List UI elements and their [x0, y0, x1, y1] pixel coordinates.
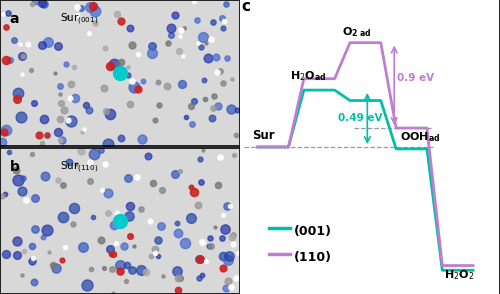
Text: Sur$_{(110)}$: Sur$_{(110)}$ [60, 160, 98, 176]
Text: (001): (001) [294, 225, 332, 238]
Text: 0.9 eV: 0.9 eV [397, 73, 434, 83]
Text: (110): (110) [294, 251, 332, 265]
Text: b: b [10, 160, 20, 174]
Text: H$_2$O$_2$: H$_2$O$_2$ [444, 268, 474, 282]
Text: Sur: Sur [252, 129, 274, 142]
Text: 0.49 eV: 0.49 eV [338, 113, 383, 123]
Text: O$_{\mathregular{2\ ad}}$: O$_{\mathregular{2\ ad}}$ [342, 25, 372, 39]
Text: c: c [242, 0, 250, 14]
Text: a: a [10, 12, 19, 26]
Text: Sur$_{(001)}$: Sur$_{(001)}$ [60, 12, 98, 27]
Text: H$_2$O$_{\mathregular{ad}}$: H$_2$O$_{\mathregular{ad}}$ [290, 69, 326, 83]
Text: OOH$_{\mathregular{ad}}$: OOH$_{\mathregular{ad}}$ [400, 130, 440, 144]
